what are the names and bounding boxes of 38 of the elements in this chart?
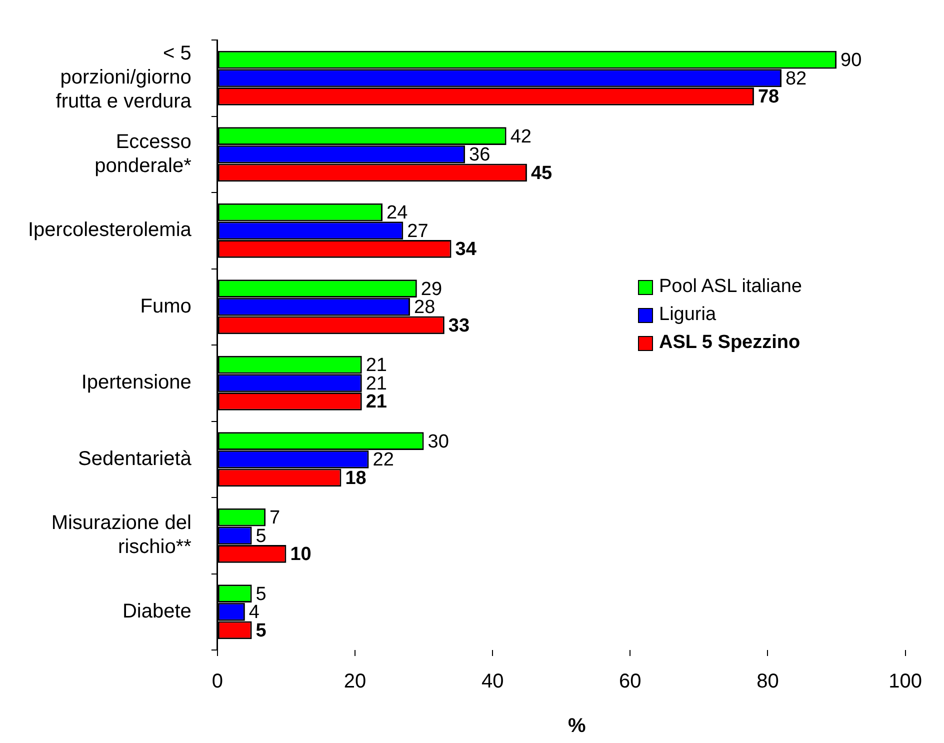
y-tick-label: Fumo: [140, 295, 192, 318]
legend-label: Liguria: [659, 304, 716, 326]
data-label: 21: [366, 392, 388, 413]
data-label: 30: [428, 431, 449, 452]
data-label: 33: [448, 315, 470, 336]
data-label: 29: [420, 278, 442, 300]
data-label: 90: [840, 50, 862, 72]
x-tick-label: 40: [481, 670, 504, 693]
data-label: 24: [386, 202, 408, 224]
data-label: 78: [758, 86, 780, 108]
data-label: 22: [372, 450, 394, 471]
data-label: 82: [785, 68, 807, 90]
y-tick-label: Ipercolesterolemia: [28, 219, 192, 242]
y-tick-label: Diabete: [122, 600, 192, 622]
x-tick-label: 100: [888, 670, 922, 693]
y-tick-label: < 5 porzioni/giorno frutta e verdura: [56, 42, 192, 113]
data-label: 18: [345, 468, 366, 489]
y-tick-label: Ipertensione: [81, 372, 192, 394]
data-label: 34: [455, 239, 477, 260]
data-label: 27: [407, 220, 428, 242]
y-tick-label: Eccesso ponderale*: [94, 130, 192, 177]
y-tick-label: Misurazione del rischio**: [51, 512, 192, 558]
x-tick-label: 0: [212, 670, 223, 693]
x-tick-label: 20: [344, 670, 366, 693]
data-label: 42: [510, 126, 532, 148]
legend-label: ASL 5 Spezzino: [659, 332, 800, 354]
data-label: 5: [256, 526, 266, 547]
data-label: 36: [469, 144, 490, 166]
data-label: 10: [290, 544, 312, 566]
data-label: 28: [414, 297, 436, 318]
data-label: 7: [270, 508, 280, 529]
legend-label: Pool ASL italiane: [659, 276, 802, 298]
x-axis-title: %: [568, 715, 586, 737]
data-label: 45: [530, 162, 553, 184]
y-tick-label: Sedentarietà: [78, 448, 192, 470]
data-label: 5: [256, 584, 266, 605]
x-tick-label: 60: [619, 670, 642, 693]
x-tick-label: 80: [756, 670, 779, 693]
